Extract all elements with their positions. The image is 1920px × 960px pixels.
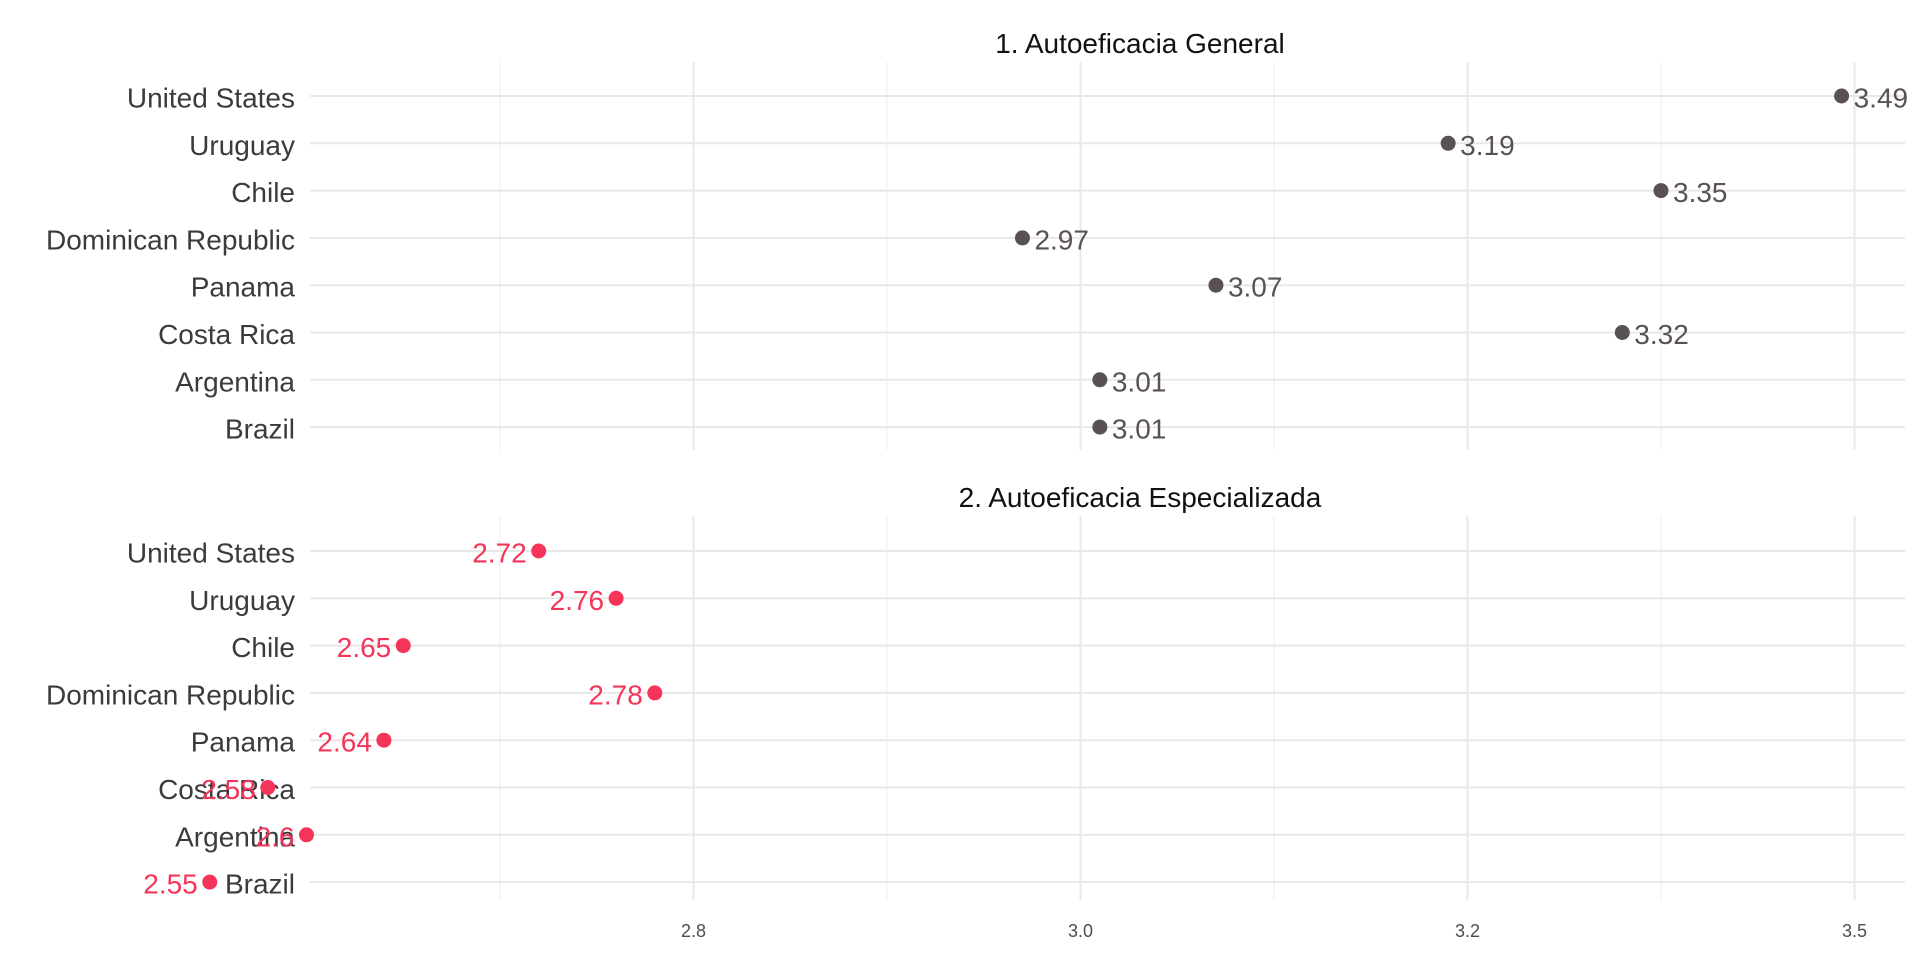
panel-autoeficacia-general: 1. Autoeficacia General United States 3.49… bbox=[46, 28, 1908, 450]
data-point-chile bbox=[1653, 183, 1669, 199]
category-label-dominican-republic: Dominican Republic bbox=[46, 224, 295, 255]
data-point-argentina bbox=[1092, 372, 1108, 388]
data-point-costa-rica bbox=[260, 780, 276, 795]
value-label-uruguay: 2.76 bbox=[550, 585, 605, 616]
value-label-argentina: 3.01 bbox=[1112, 366, 1167, 397]
data-point-uruguay bbox=[1440, 135, 1456, 151]
data-point-dominican-republic bbox=[1014, 230, 1030, 246]
x-tick-label-3-0: 3.0 bbox=[1068, 921, 1093, 941]
value-label-argentina: 2.6 bbox=[256, 821, 295, 852]
value-label-united-states: 2.72 bbox=[472, 538, 527, 569]
value-label-costa-rica: 3.32 bbox=[1634, 319, 1689, 350]
value-label-chile: 3.35 bbox=[1673, 177, 1728, 208]
data-point-brazil bbox=[202, 874, 218, 890]
panel-title: 2. Autoeficacia Especializada bbox=[959, 482, 1322, 513]
value-label-panama: 2.64 bbox=[317, 727, 372, 758]
data-point-costa-rica bbox=[1614, 325, 1630, 340]
data-point-panama bbox=[1208, 277, 1224, 293]
value-label-uruguay: 3.19 bbox=[1460, 130, 1515, 161]
data-point-uruguay bbox=[608, 590, 624, 606]
x-axis: 2.8 3.0 3.2 3.5 bbox=[681, 921, 1867, 941]
value-label-brazil: 3.01 bbox=[1112, 414, 1167, 445]
category-label-united-states: United States bbox=[127, 538, 295, 569]
category-label-panama: Panama bbox=[191, 272, 296, 303]
x-tick-label-2-8: 2.8 bbox=[681, 921, 706, 941]
category-label-panama: Panama bbox=[191, 727, 296, 758]
data-point-panama bbox=[376, 732, 392, 748]
category-label-brazil: Brazil bbox=[225, 414, 295, 445]
data-point-united-states bbox=[1834, 88, 1850, 104]
category-label-brazil: Brazil bbox=[225, 869, 295, 900]
category-label-chile: Chile bbox=[231, 632, 295, 663]
category-label-uruguay: Uruguay bbox=[189, 585, 295, 616]
value-label-dominican-republic: 2.97 bbox=[1034, 224, 1089, 255]
value-label-costa-rica: 2.58 bbox=[201, 774, 256, 805]
category-label-dominican-republic: Dominican Republic bbox=[46, 679, 295, 710]
data-point-dominican-republic bbox=[647, 685, 663, 701]
data-point-chile bbox=[395, 638, 411, 654]
category-label-argentina: Argentina bbox=[175, 821, 295, 852]
panel-autoeficacia-especializada: 2. Autoeficacia Especializada United Stat… bbox=[46, 482, 1905, 900]
x-tick-label-3-5: 3.5 bbox=[1842, 921, 1867, 941]
data-point-argentina bbox=[299, 827, 314, 843]
data-point-brazil bbox=[1092, 419, 1108, 435]
category-label-chile: Chile bbox=[231, 177, 295, 208]
value-label-united-states: 3.49 bbox=[1854, 83, 1909, 114]
category-label-uruguay: Uruguay bbox=[189, 130, 295, 161]
value-label-panama: 3.07 bbox=[1228, 272, 1283, 303]
value-label-dominican-republic: 2.78 bbox=[588, 679, 643, 710]
value-label-chile: 2.65 bbox=[337, 632, 392, 663]
data-point-united-states bbox=[531, 543, 547, 559]
x-tick-label-3-2: 3.2 bbox=[1455, 921, 1480, 941]
category-label-united-states: United States bbox=[127, 83, 295, 114]
value-label-brazil: 2.55 bbox=[143, 869, 198, 900]
panel-title: 1. Autoeficacia General bbox=[995, 28, 1285, 59]
category-label-argentina: Argentina bbox=[175, 366, 295, 397]
category-label-costa-rica: Costa Rica bbox=[158, 319, 295, 350]
